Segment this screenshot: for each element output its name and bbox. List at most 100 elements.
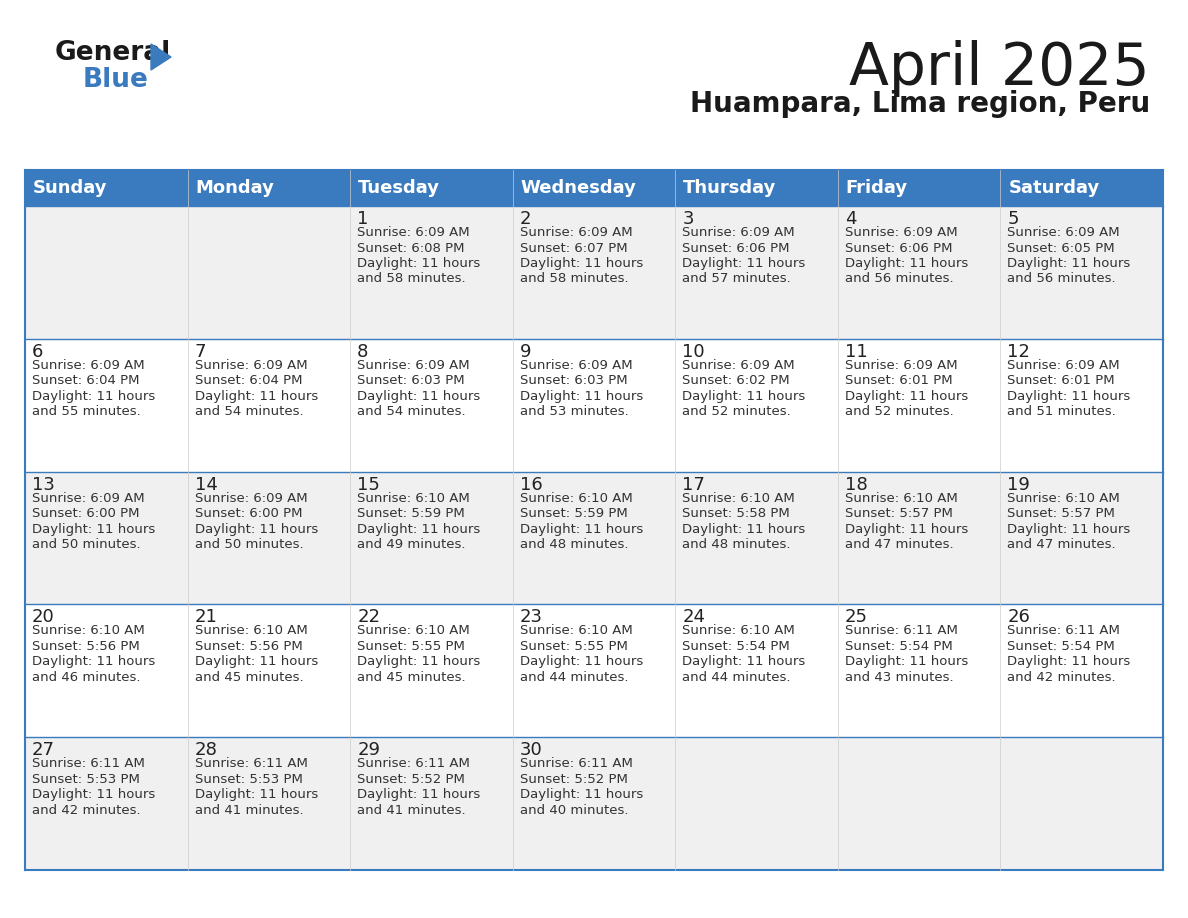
- Text: Daylight: 11 hours: Daylight: 11 hours: [1007, 655, 1131, 668]
- Text: 11: 11: [845, 342, 867, 361]
- Text: Sunset: 5:54 PM: Sunset: 5:54 PM: [1007, 640, 1116, 653]
- Text: and 57 minutes.: and 57 minutes.: [682, 273, 791, 285]
- Text: 13: 13: [32, 476, 55, 494]
- Text: and 40 minutes.: and 40 minutes.: [519, 803, 628, 817]
- Text: Sunset: 6:01 PM: Sunset: 6:01 PM: [845, 375, 953, 387]
- Text: Daylight: 11 hours: Daylight: 11 hours: [519, 789, 643, 801]
- Text: Sunrise: 6:10 AM: Sunrise: 6:10 AM: [32, 624, 145, 637]
- Text: 29: 29: [358, 741, 380, 759]
- Text: Sunrise: 6:11 AM: Sunrise: 6:11 AM: [845, 624, 958, 637]
- Text: and 54 minutes.: and 54 minutes.: [358, 406, 466, 419]
- Text: Daylight: 11 hours: Daylight: 11 hours: [358, 522, 480, 535]
- Text: Daylight: 11 hours: Daylight: 11 hours: [519, 655, 643, 668]
- Text: Daylight: 11 hours: Daylight: 11 hours: [195, 789, 318, 801]
- Text: Sunrise: 6:09 AM: Sunrise: 6:09 AM: [195, 492, 308, 505]
- Text: Daylight: 11 hours: Daylight: 11 hours: [358, 257, 480, 270]
- Text: Wednesday: Wednesday: [520, 179, 637, 197]
- Text: 15: 15: [358, 476, 380, 494]
- Text: Sunrise: 6:11 AM: Sunrise: 6:11 AM: [32, 757, 145, 770]
- Text: Sunrise: 6:11 AM: Sunrise: 6:11 AM: [195, 757, 308, 770]
- Text: Sunrise: 6:09 AM: Sunrise: 6:09 AM: [358, 226, 469, 239]
- Text: and 49 minutes.: and 49 minutes.: [358, 538, 466, 551]
- Text: 22: 22: [358, 609, 380, 626]
- Text: Monday: Monday: [196, 179, 274, 197]
- Text: Sunrise: 6:10 AM: Sunrise: 6:10 AM: [682, 624, 795, 637]
- Text: and 51 minutes.: and 51 minutes.: [1007, 406, 1117, 419]
- Bar: [25, 472, 1163, 604]
- Text: and 42 minutes.: and 42 minutes.: [1007, 671, 1116, 684]
- Text: Sunrise: 6:10 AM: Sunrise: 6:10 AM: [682, 492, 795, 505]
- Text: Daylight: 11 hours: Daylight: 11 hours: [845, 257, 968, 270]
- Text: and 45 minutes.: and 45 minutes.: [195, 671, 303, 684]
- Text: Sunset: 5:52 PM: Sunset: 5:52 PM: [519, 773, 627, 786]
- Text: Sunset: 6:04 PM: Sunset: 6:04 PM: [195, 375, 302, 387]
- Text: Sunrise: 6:10 AM: Sunrise: 6:10 AM: [358, 492, 470, 505]
- Text: 5: 5: [1007, 210, 1019, 228]
- Text: Sunset: 6:03 PM: Sunset: 6:03 PM: [519, 375, 627, 387]
- Text: Sunrise: 6:09 AM: Sunrise: 6:09 AM: [32, 359, 145, 372]
- Text: 17: 17: [682, 476, 706, 494]
- Text: Daylight: 11 hours: Daylight: 11 hours: [1007, 257, 1131, 270]
- Text: Daylight: 11 hours: Daylight: 11 hours: [1007, 522, 1131, 535]
- Text: Sunset: 6:00 PM: Sunset: 6:00 PM: [195, 507, 302, 521]
- Text: Tuesday: Tuesday: [358, 179, 440, 197]
- Text: Daylight: 11 hours: Daylight: 11 hours: [682, 655, 805, 668]
- Text: Sunrise: 6:10 AM: Sunrise: 6:10 AM: [195, 624, 308, 637]
- Text: Sunrise: 6:11 AM: Sunrise: 6:11 AM: [358, 757, 470, 770]
- Bar: [25, 206, 1163, 339]
- Text: Sunrise: 6:09 AM: Sunrise: 6:09 AM: [195, 359, 308, 372]
- Text: 10: 10: [682, 342, 704, 361]
- Text: 3: 3: [682, 210, 694, 228]
- Text: Sunset: 5:54 PM: Sunset: 5:54 PM: [682, 640, 790, 653]
- Text: and 41 minutes.: and 41 minutes.: [195, 803, 303, 817]
- Text: 18: 18: [845, 476, 867, 494]
- Text: Daylight: 11 hours: Daylight: 11 hours: [519, 522, 643, 535]
- Text: and 58 minutes.: and 58 minutes.: [358, 273, 466, 285]
- Text: Sunrise: 6:09 AM: Sunrise: 6:09 AM: [845, 359, 958, 372]
- Text: Sunset: 6:05 PM: Sunset: 6:05 PM: [1007, 241, 1116, 254]
- Text: 4: 4: [845, 210, 857, 228]
- Text: Daylight: 11 hours: Daylight: 11 hours: [358, 789, 480, 801]
- Text: 2: 2: [519, 210, 531, 228]
- Text: Sunset: 5:53 PM: Sunset: 5:53 PM: [195, 773, 303, 786]
- Text: Sunset: 6:07 PM: Sunset: 6:07 PM: [519, 241, 627, 254]
- Text: Sunset: 6:03 PM: Sunset: 6:03 PM: [358, 375, 465, 387]
- Text: and 54 minutes.: and 54 minutes.: [195, 406, 303, 419]
- Text: Daylight: 11 hours: Daylight: 11 hours: [682, 257, 805, 270]
- Polygon shape: [151, 44, 171, 70]
- Text: Daylight: 11 hours: Daylight: 11 hours: [358, 655, 480, 668]
- Text: Daylight: 11 hours: Daylight: 11 hours: [845, 390, 968, 403]
- Text: Sunrise: 6:10 AM: Sunrise: 6:10 AM: [845, 492, 958, 505]
- Text: Daylight: 11 hours: Daylight: 11 hours: [32, 522, 156, 535]
- Text: 19: 19: [1007, 476, 1030, 494]
- Text: Sunset: 5:59 PM: Sunset: 5:59 PM: [358, 507, 465, 521]
- Text: and 44 minutes.: and 44 minutes.: [519, 671, 628, 684]
- Text: Sunset: 5:52 PM: Sunset: 5:52 PM: [358, 773, 465, 786]
- Text: 25: 25: [845, 609, 868, 626]
- Text: Sunday: Sunday: [33, 179, 107, 197]
- Text: and 48 minutes.: and 48 minutes.: [519, 538, 628, 551]
- Text: and 56 minutes.: and 56 minutes.: [1007, 273, 1116, 285]
- Text: and 52 minutes.: and 52 minutes.: [682, 406, 791, 419]
- Text: Sunset: 5:55 PM: Sunset: 5:55 PM: [358, 640, 465, 653]
- Bar: [25, 339, 1163, 472]
- Text: 8: 8: [358, 342, 368, 361]
- Text: Sunrise: 6:10 AM: Sunrise: 6:10 AM: [519, 624, 632, 637]
- Text: Daylight: 11 hours: Daylight: 11 hours: [32, 390, 156, 403]
- Text: Sunrise: 6:09 AM: Sunrise: 6:09 AM: [682, 359, 795, 372]
- Text: and 50 minutes.: and 50 minutes.: [32, 538, 140, 551]
- Text: 27: 27: [32, 741, 55, 759]
- Text: 21: 21: [195, 609, 217, 626]
- Text: Sunrise: 6:09 AM: Sunrise: 6:09 AM: [519, 226, 632, 239]
- Text: Daylight: 11 hours: Daylight: 11 hours: [519, 390, 643, 403]
- Text: Huampara, Lima region, Peru: Huampara, Lima region, Peru: [690, 90, 1150, 118]
- Text: Daylight: 11 hours: Daylight: 11 hours: [845, 655, 968, 668]
- Text: 12: 12: [1007, 342, 1030, 361]
- Text: and 58 minutes.: and 58 minutes.: [519, 273, 628, 285]
- Text: and 53 minutes.: and 53 minutes.: [519, 406, 628, 419]
- Text: Sunset: 5:58 PM: Sunset: 5:58 PM: [682, 507, 790, 521]
- Text: Sunset: 5:59 PM: Sunset: 5:59 PM: [519, 507, 627, 521]
- Text: Sunset: 5:56 PM: Sunset: 5:56 PM: [195, 640, 302, 653]
- Text: April 2025: April 2025: [849, 40, 1150, 97]
- Text: and 52 minutes.: and 52 minutes.: [845, 406, 954, 419]
